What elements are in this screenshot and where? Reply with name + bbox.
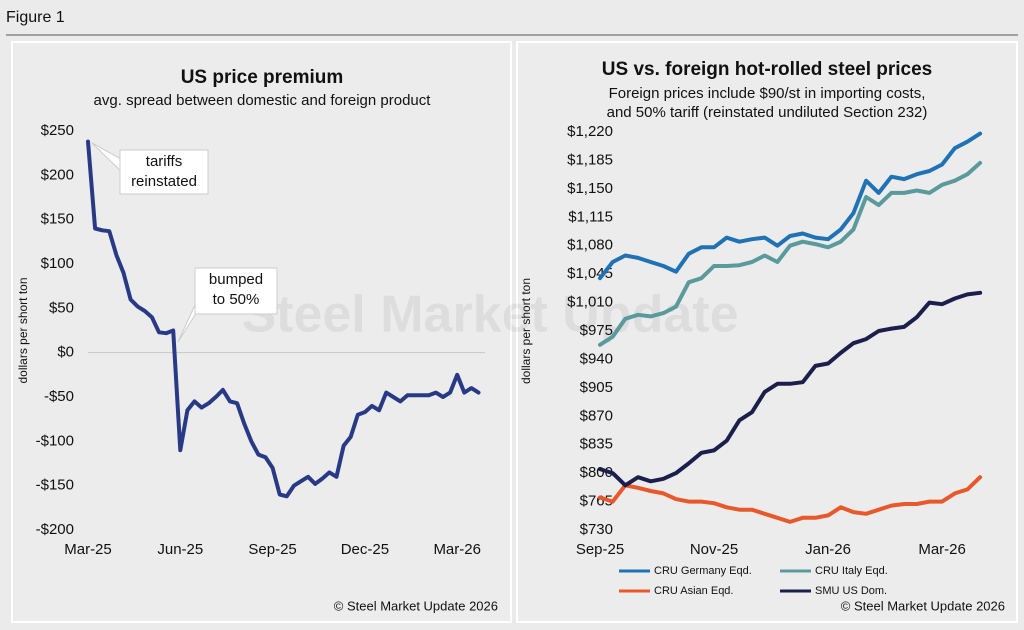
y-tick-label: $835 — [580, 436, 613, 453]
y-tick-label: $200 — [41, 166, 74, 183]
data-line — [86, 139, 481, 499]
y-axis-label: dollars per short ton — [16, 277, 30, 383]
x-tick-label: Mar-25 — [64, 541, 112, 558]
chart-title: US price premium — [181, 67, 344, 88]
y-tick-label: -$100 — [36, 432, 74, 449]
x-tick-label: Dec-25 — [341, 541, 389, 558]
source-note: © Steel Market Update 2026 — [334, 598, 498, 613]
annotation-text: bumped — [209, 271, 263, 288]
y-tick-label: $940 — [580, 350, 613, 367]
y-tick-label: $730 — [580, 521, 613, 538]
right-panel — [516, 41, 1018, 623]
x-tick-label: Sep-25 — [576, 541, 624, 558]
y-tick-label: $1,185 — [567, 151, 613, 168]
data-line — [598, 131, 983, 281]
y-axis-label: dollars per short ton — [519, 278, 533, 384]
chart-subtitle: avg. spread between domestic and foreign… — [94, 92, 432, 109]
chart-title: US vs. foreign hot-rolled steel prices — [602, 59, 932, 80]
y-tick-label: $1,150 — [567, 180, 613, 197]
y-tick-label: $905 — [580, 379, 613, 396]
annotation-box — [119, 149, 209, 195]
legend-label: CRU Asian Eqd. — [654, 585, 733, 597]
x-tick-label: Nov-25 — [690, 541, 738, 558]
chart-subtitle: and 50% tariff (reinstated undiluted Sec… — [607, 104, 928, 121]
y-tick-label: $870 — [580, 407, 613, 424]
data-line — [598, 290, 983, 488]
chart-subtitle: Foreign prices include $90/st in importi… — [609, 85, 926, 102]
figure-label: Figure 1 — [6, 9, 65, 26]
y-tick-label: $250 — [41, 122, 74, 139]
left-panel — [11, 41, 512, 623]
y-tick-label: -$50 — [44, 388, 74, 405]
y-tick-label: $975 — [580, 322, 613, 339]
annotation-text: to 50% — [213, 291, 260, 308]
x-tick-label: Jan-26 — [805, 541, 851, 558]
data-line — [598, 475, 983, 524]
x-tick-label: Sep-25 — [248, 541, 296, 558]
annotation-box — [194, 267, 278, 315]
legend-label: CRU Italy Eqd. — [815, 565, 888, 577]
x-tick-label: Jun-25 — [157, 541, 203, 558]
legend-label: CRU Germany Eqd. — [654, 565, 752, 577]
y-tick-label: $1,080 — [567, 237, 613, 254]
y-tick-label: $1,115 — [568, 208, 613, 225]
y-tick-label: $50 — [49, 299, 74, 316]
y-tick-label: -$150 — [36, 477, 74, 494]
y-tick-label: $800 — [580, 464, 613, 481]
y-tick-label: $1,010 — [567, 294, 613, 311]
data-line — [598, 160, 983, 347]
y-tick-label: -$200 — [36, 521, 74, 538]
annotation-text: reinstated — [131, 173, 197, 190]
legend-label: SMU US Dom. — [815, 585, 887, 597]
y-tick-label: $1,220 — [567, 123, 613, 140]
source-note: © Steel Market Update 2026 — [841, 598, 1005, 613]
y-tick-label: $100 — [41, 255, 74, 272]
x-tick-label: Mar-26 — [918, 541, 966, 558]
y-tick-label: $0 — [57, 344, 74, 361]
x-tick-label: Mar-26 — [433, 541, 481, 558]
y-tick-label: $150 — [41, 211, 74, 228]
y-tick-label: $765 — [580, 493, 613, 510]
annotation-text: tariffs — [146, 153, 182, 170]
